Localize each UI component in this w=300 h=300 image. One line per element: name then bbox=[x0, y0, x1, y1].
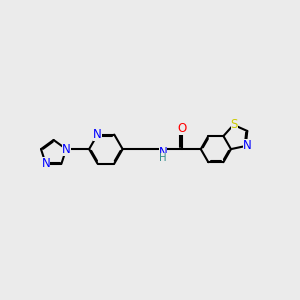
Text: S: S bbox=[231, 118, 238, 131]
Text: N: N bbox=[243, 140, 251, 152]
Text: N: N bbox=[41, 158, 50, 170]
Text: N: N bbox=[62, 142, 70, 156]
Text: N: N bbox=[93, 128, 102, 141]
Text: H: H bbox=[159, 153, 167, 163]
Text: N: N bbox=[159, 146, 167, 160]
Text: O: O bbox=[177, 122, 186, 136]
